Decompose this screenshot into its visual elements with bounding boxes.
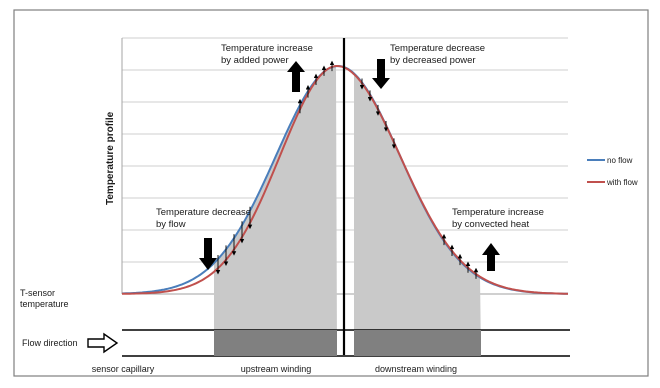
annotation-upstream-top: Temperature increase by added power [221,43,316,66]
upstream-winding-block [214,330,337,356]
label-upstream-winding: upstream winding [241,364,312,374]
annotation-upstream-low: Temperature decrease by flow [156,207,254,230]
legend-label-with-flow: with flow [606,178,638,187]
big-down-arrow-downstream [372,59,390,89]
annotation-downstream-low: Temperature increase by convected heat [452,207,547,230]
big-up-arrow-downstream [482,243,500,271]
downstream-winding-area [354,73,481,355]
flow-direction-arrow-icon [87,332,119,354]
big-up-arrow-upstream [287,61,305,92]
annotation-downstream-top: Temperature decrease by decreased power [390,43,488,66]
label-downstream-winding: downstream winding [375,364,457,374]
tsensor-label: T-sensor temperature [20,288,69,309]
y-axis-label: Temperature profile [105,111,116,205]
legend-label-no-flow: no flow [607,156,633,165]
flow-direction-label: Flow direction [22,338,78,348]
legend: no flow with flow [587,156,638,187]
difference-tick-arrows [215,60,479,279]
diagram-frame [13,9,649,377]
downstream-winding-block [354,330,481,356]
upstream-winding-area [214,66,337,355]
big-down-arrow-upstream [199,238,217,270]
label-sensor-capillary: sensor capillary [92,364,155,374]
